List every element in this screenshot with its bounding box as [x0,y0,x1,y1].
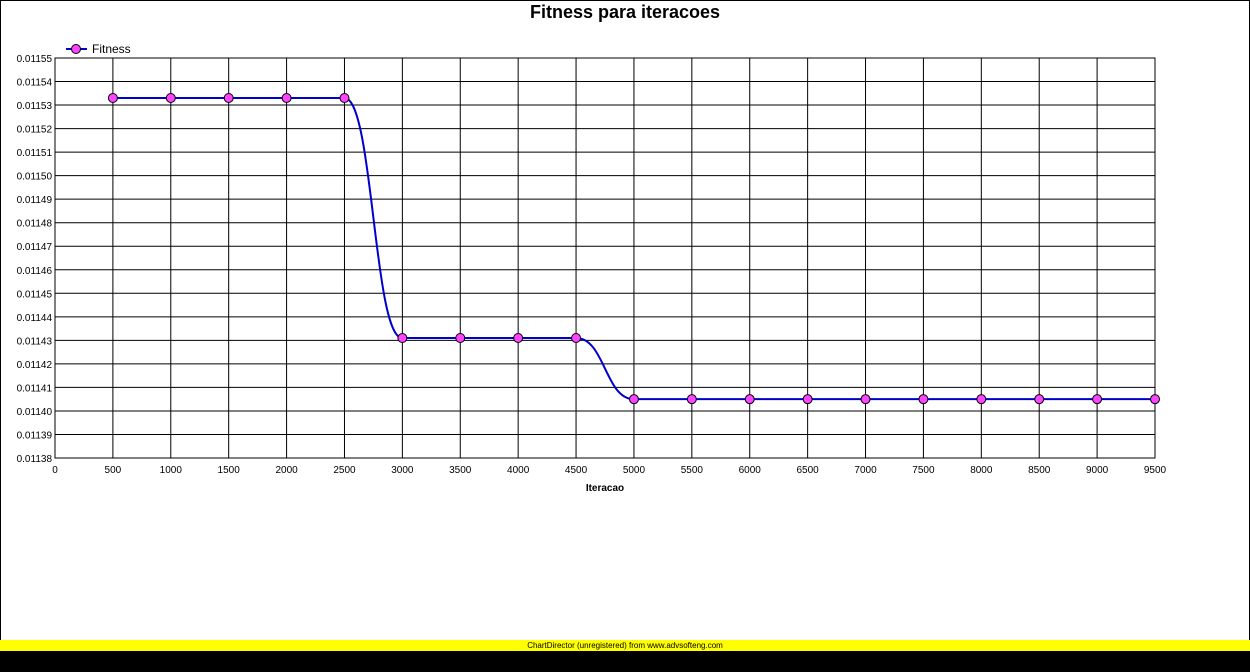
y-tick-label: 0.01143 [17,336,53,347]
y-tick-label: 0.01153 [17,101,53,112]
chart-frame [0,0,1250,642]
data-point [976,394,987,405]
data-point [860,394,871,405]
data-point [918,394,929,405]
y-tick-label: 0.01140 [17,407,53,418]
bottom-black-strip [0,651,1250,672]
data-point [281,93,292,103]
x-tick-label: 2500 [333,465,356,476]
y-tick-label: 0.01149 [17,195,53,206]
y-tick-label: 0.01141 [17,383,53,394]
data-point [513,333,524,343]
series-line-fitness [112,97,1155,401]
x-tick-label: 1500 [218,465,241,476]
data-point [1092,394,1103,405]
y-tick-label: 0.01138 [17,454,53,465]
data-point [455,333,466,343]
data-point [802,394,813,405]
legend-marker-swatch [71,44,81,54]
x-tick-label: 6000 [739,465,762,476]
y-tick-label: 0.01145 [17,289,53,300]
x-tick-label: 5000 [623,465,646,476]
grid-lines [54,57,1156,459]
plot-area [54,57,1156,459]
legend: Fitness [66,42,131,56]
data-point [339,93,350,103]
y-tick-label: 0.01154 [17,78,53,89]
y-tick-label: 0.01144 [17,313,53,324]
legend-label-fitness: Fitness [92,42,131,56]
x-tick-label: 8500 [1028,465,1051,476]
x-tick-label: 500 [105,465,122,476]
x-tick-label: 9000 [1086,465,1109,476]
x-axis-title: Iteracao [586,483,624,494]
y-tick-label: 0.01155 [17,54,53,65]
data-point [744,394,755,405]
x-tick-label: 1000 [160,465,183,476]
y-tick-label: 0.01139 [17,430,53,441]
x-tick-label: 8000 [970,465,993,476]
data-point [628,394,639,405]
data-point [686,394,697,405]
data-point [1034,394,1045,405]
x-tick-label: 3500 [449,465,472,476]
y-tick-label: 0.01148 [17,219,53,230]
x-tick-label: 2000 [275,465,298,476]
x-tick-label: 0 [52,465,58,476]
data-point [397,333,408,343]
x-tick-label: 6500 [797,465,820,476]
data-point [223,93,234,103]
data-point [165,93,176,103]
data-point [1150,394,1160,405]
data-point [107,93,118,103]
x-axis-tick-labels: 0 500 1000 1500 2000 2500 3000 3500 4000 4500 5000… [52,465,1166,476]
x-tick-label: 5500 [681,465,704,476]
x-tick-label: 3000 [391,465,414,476]
chart-title: Fitness para iteracoes [529,2,721,22]
watermark-bar: ChartDirector (unregistered) from www.ad… [0,640,1250,651]
y-tick-label: 0.01150 [17,172,53,183]
x-tick-label: 7000 [854,465,877,476]
y-tick-label: 0.01146 [17,266,53,277]
y-tick-label: 0.01152 [17,125,53,136]
y-tick-label: 0.01142 [17,360,53,371]
y-tick-label: 0.01151 [17,148,53,159]
x-tick-label: 7500 [912,465,935,476]
y-tick-label: 0.01147 [17,242,53,253]
y-axis-tick-labels: 0.01138 0.01139 0.01140 0.01141 0.01142 0.011… [17,54,53,465]
series-layer [107,93,1160,405]
line-chart: 0.01138 0.01139 0.01140 0.01141 0.01142 0.011… [17,42,1167,494]
x-tick-label: 9500 [1144,465,1167,476]
x-tick-label: 4000 [507,465,530,476]
x-tick-label: 4500 [565,465,588,476]
data-point [571,333,582,343]
